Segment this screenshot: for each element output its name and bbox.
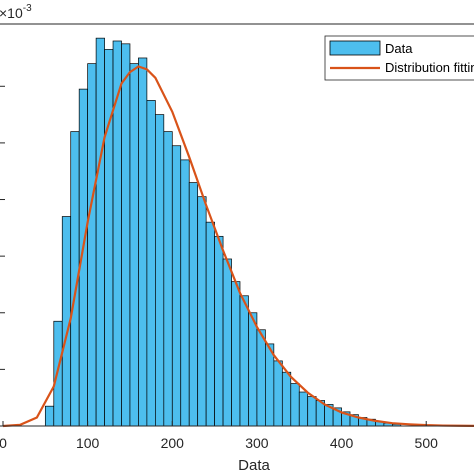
x-tick-label: 200 [161, 435, 185, 451]
legend: Data Distribution fitting [324, 35, 474, 81]
histogram-bar [104, 49, 114, 427]
x-axis-title: Data [238, 457, 270, 474]
histogram-bar [180, 159, 190, 427]
fit-curve [2, 65, 474, 428]
histogram-bar [121, 43, 131, 427]
histogram-bar [265, 343, 275, 427]
legend-label-fit: Distribution fitting [385, 60, 474, 75]
histogram-bar [146, 100, 156, 427]
histogram-bar [248, 312, 258, 427]
histogram-bar [171, 145, 182, 427]
histogram-bar [95, 37, 105, 427]
histogram-bar [138, 57, 148, 427]
histogram-bar [163, 131, 173, 427]
histogram-bar [197, 196, 207, 427]
histogram-bar [273, 360, 283, 427]
legend-label-data: Data [385, 41, 413, 56]
histogram-bar [256, 329, 266, 427]
histogram-bar [239, 295, 249, 427]
histogram-bar [44, 405, 55, 427]
histogram-bar [155, 114, 165, 427]
histogram-bar [298, 391, 309, 427]
histogram-bar [188, 182, 199, 427]
y-ticks [0, 85, 5, 370]
x-tick-label: 0 [0, 435, 7, 451]
histogram-bar [281, 371, 292, 427]
y-exponent-power: -3 [23, 3, 32, 14]
histogram-bar [214, 235, 224, 427]
histogram-bar [290, 383, 300, 427]
histogram-bar [205, 221, 215, 427]
x-tick-label: 400 [330, 435, 354, 451]
legend-swatch-data [329, 40, 381, 56]
histogram-bar [129, 63, 139, 427]
y-exponent-base: ×10 [0, 5, 23, 21]
x-tick-label: 500 [415, 435, 439, 451]
x-ticks: 0 100 200 300 400 500 [0, 421, 438, 451]
x-tick-label: 100 [76, 435, 100, 451]
histogram-bar [307, 396, 317, 427]
histogram-bars [44, 37, 402, 427]
x-tick-label: 300 [245, 435, 269, 451]
histogram-bar [222, 258, 232, 427]
histogram-bar [87, 63, 97, 427]
y-exponent-label: ×10-3 [0, 3, 32, 21]
histogram-bar [231, 281, 241, 427]
